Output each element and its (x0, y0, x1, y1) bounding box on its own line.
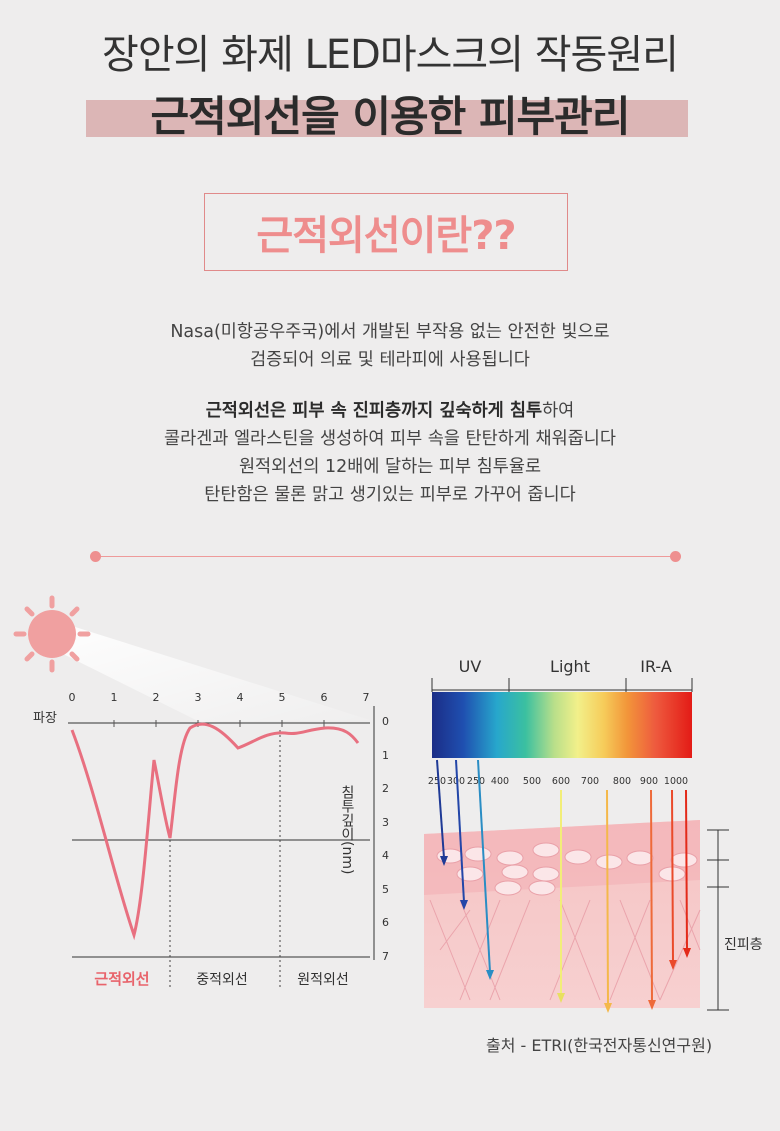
source-credit: 출처 - ETRI(한국전자통신연구원) (486, 1036, 713, 1055)
wavelength-label: 900 (640, 776, 658, 787)
zone-far-ir: 원적외선 (297, 972, 349, 988)
intro-line-1: Nasa(미항공우주국)에서 개발된 부작용 없는 안전한 빛으로 (170, 322, 610, 342)
wavelength-label: 250 (467, 776, 485, 787)
band-light: Light (550, 657, 590, 676)
heading-box (204, 193, 568, 271)
dermis-label: 진피층 (724, 937, 763, 953)
y-tick: 1 (382, 749, 389, 762)
band-ir-a: IR-A (640, 657, 672, 676)
divider-dot-left (90, 551, 101, 562)
y-tick: 3 (382, 816, 389, 829)
y-axis-name: 침투깊이(nm) (339, 785, 355, 874)
wavelength-label: 300 (447, 776, 465, 787)
x-tick: 2 (153, 691, 160, 704)
body-line-2: 콜라겐과 엘라스틴을 생성하여 피부 속을 탄탄하게 채워줍니다 (164, 429, 616, 449)
x-axis-name: 파장 (33, 711, 57, 726)
y-tick: 7 (382, 950, 389, 963)
diagram: 파장 0 1 2 3 4 5 6 7 0 1 2 3 4 5 6 7 침투깊이(… (13, 595, 763, 1013)
body-line-1: 근적외선은 피부 속 진피층까지 깊숙하게 침투하여 (0, 397, 780, 422)
y-tick: 0 (382, 715, 389, 728)
body-line-1-rest: 하여 (542, 401, 575, 421)
penetration-curve (70, 722, 360, 941)
y-tick: 2 (382, 782, 389, 795)
wavelength-label: 600 (552, 776, 570, 787)
wavelength-label: 500 (523, 776, 541, 787)
wavelength-label: 700 (581, 776, 599, 787)
wavelength-label: 800 (613, 776, 631, 787)
title-highlight-bar (86, 100, 688, 137)
wavelength-label: 250 (428, 776, 446, 787)
x-tick: 1 (111, 691, 118, 704)
x-tick: 6 (321, 691, 328, 704)
body-line-4: 탄탄함은 물론 맑고 생기있는 피부로 가꾸어 줍니다 (204, 485, 576, 505)
x-tick: 3 (195, 691, 202, 704)
title-line-2: 근적외선을 이용한 피부관리 (150, 92, 631, 141)
x-tick: 0 (69, 691, 76, 704)
spectrum-bar (432, 692, 692, 758)
x-tick: 7 (363, 691, 370, 704)
intro-line-2: 검증되어 의료 및 테라피에 사용됩니다 (250, 350, 530, 370)
y-tick: 4 (382, 849, 389, 862)
body-line-3: 원적외선의 12배에 달하는 피부 침투율로 (238, 457, 542, 477)
wavelength-label: 400 (491, 776, 509, 787)
y-tick: 5 (382, 883, 389, 896)
divider-dot-right (670, 551, 681, 562)
body-line-1-bold: 근적외선은 피부 속 진피층까지 깊숙하게 침투 (205, 401, 543, 421)
title-line-1: 장안의 화제 LED마스크의 작동원리 (102, 32, 679, 78)
sun-icon (13, 595, 370, 722)
zone-near-ir: 근적외선 (94, 970, 149, 988)
section-heading: 근적외선이란?? (256, 213, 516, 259)
band-uv: UV (459, 657, 482, 676)
x-tick: 5 (279, 691, 286, 704)
x-tick: 4 (237, 691, 244, 704)
divider-line (95, 556, 675, 557)
wavelength-label: 1000 (664, 776, 688, 787)
zone-mid-ir: 중적외선 (196, 972, 248, 988)
y-tick: 6 (382, 916, 389, 929)
